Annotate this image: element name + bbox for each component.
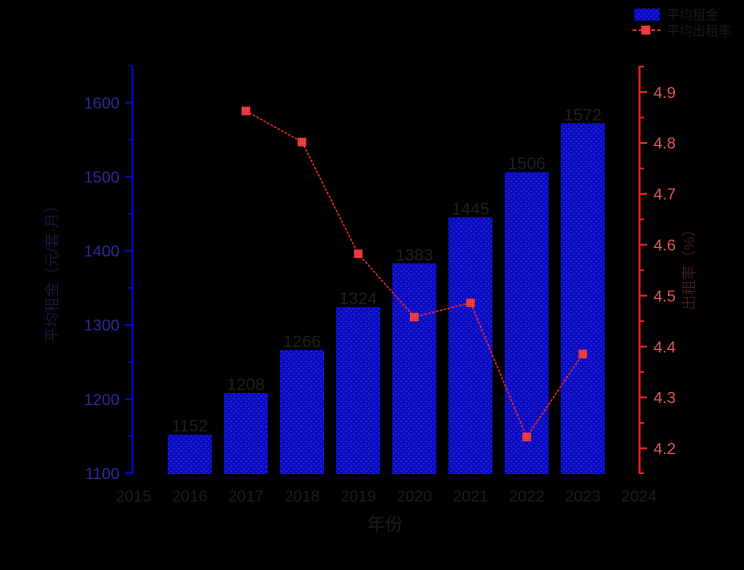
svg-text:2018: 2018: [284, 488, 320, 505]
svg-text:1266: 1266: [283, 332, 321, 351]
svg-text:2020: 2020: [397, 488, 433, 505]
svg-text:4.9: 4.9: [654, 85, 676, 102]
svg-text:1100: 1100: [85, 466, 120, 483]
svg-text:4.3: 4.3: [654, 390, 676, 407]
svg-text:4.7: 4.7: [654, 187, 676, 204]
svg-text:1506: 1506: [508, 154, 546, 173]
svg-text:1208: 1208: [227, 375, 265, 394]
svg-text:平均出租率: 平均出租率: [667, 24, 732, 39]
svg-text:2015: 2015: [116, 488, 152, 505]
svg-text:2022: 2022: [509, 488, 545, 505]
svg-text:4.2: 4.2: [654, 441, 676, 458]
svg-text:4.4: 4.4: [654, 339, 676, 356]
svg-text:1500: 1500: [84, 169, 120, 186]
svg-text:1324: 1324: [339, 289, 377, 308]
svg-text:1600: 1600: [84, 95, 120, 112]
svg-text:1400: 1400: [84, 244, 120, 261]
svg-text:1300: 1300: [84, 318, 120, 335]
svg-text:1152: 1152: [171, 417, 208, 436]
svg-text:1572: 1572: [564, 105, 602, 124]
svg-text:2016: 2016: [172, 488, 208, 505]
svg-text:1200: 1200: [84, 392, 120, 409]
svg-text:2023: 2023: [565, 488, 601, 505]
svg-text:年份: 年份: [367, 515, 403, 535]
svg-text:2019: 2019: [340, 488, 376, 505]
svg-text:1445: 1445: [452, 199, 490, 218]
svg-text:4.5: 4.5: [654, 288, 676, 305]
svg-text:2021: 2021: [453, 488, 489, 505]
svg-text:1383: 1383: [395, 245, 433, 264]
svg-text:平均租金（元/套·月）: 平均租金（元/套·月）: [44, 198, 61, 342]
svg-text:2024: 2024: [621, 488, 657, 505]
svg-text:平均租金: 平均租金: [667, 8, 719, 23]
svg-text:2017: 2017: [228, 488, 264, 505]
svg-text:4.6: 4.6: [654, 238, 676, 255]
svg-text:出租率（%）: 出租率（%）: [681, 222, 698, 310]
svg-text:4.8: 4.8: [654, 136, 676, 153]
